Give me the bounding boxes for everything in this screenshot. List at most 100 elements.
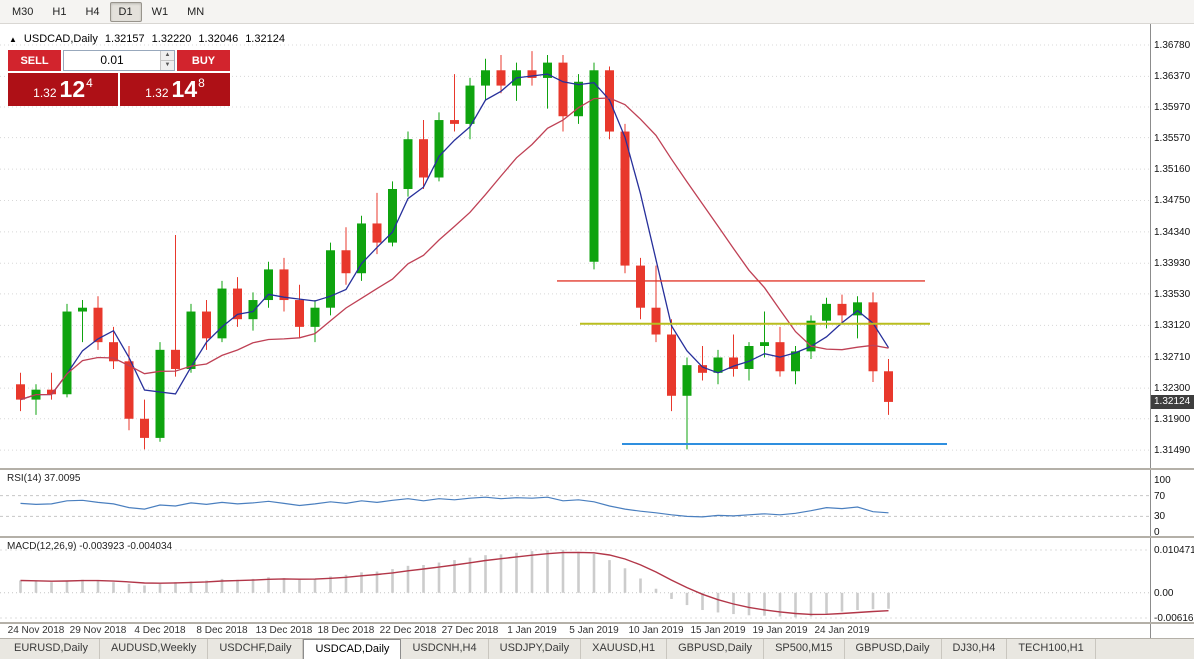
macd-pane[interactable]: [0, 538, 1150, 622]
rsi-pane[interactable]: [0, 470, 1150, 536]
price-axis-label: 1.36370: [1154, 71, 1191, 83]
sell-price-display[interactable]: 1.32 12 4: [8, 73, 118, 106]
timeframe-button-d1[interactable]: D1: [109, 1, 142, 22]
price-axis-label: 1.33530: [1154, 288, 1191, 300]
timeframe-button-h1[interactable]: H1: [52, 5, 67, 18]
sell-price-pips: 12: [59, 76, 86, 102]
rsi-line: [20, 496, 889, 518]
rsi-axis-label: 100: [1154, 475, 1171, 486]
candle-bullish: [434, 120, 444, 178]
macd-axis-label: 0.010471: [1154, 545, 1194, 556]
chart-tab-audusd-weekly[interactable]: AUDUSD,Weekly: [100, 639, 209, 659]
date-axis-label: 27 Dec 2018: [441, 625, 499, 636]
macd-label: MACD(12,26,9) -0.003923 -0.004034: [7, 541, 173, 552]
candle-bearish: [124, 361, 134, 419]
chart-tab-tech100-h1[interactable]: TECH100,H1: [1007, 639, 1096, 659]
ohlc-low: 1.32046: [198, 33, 239, 45]
ohlc-close: 1.32124: [245, 33, 285, 45]
timeframe-button-h4[interactable]: H4: [85, 5, 100, 18]
candle-bullish: [791, 351, 800, 372]
candle-bullish: [574, 81, 583, 117]
candle-bullish: [310, 307, 320, 327]
date-axis-label: 29 Nov 2018: [69, 625, 127, 636]
candle-bullish: [264, 269, 273, 301]
candle-bullish: [155, 349, 165, 438]
rsi-axis-label: 70: [1154, 490, 1166, 502]
macd-axis-label: -0.00616: [1154, 612, 1194, 624]
candle-bearish: [171, 349, 180, 369]
sell-price-point: 4: [86, 75, 93, 90]
candle-bearish: [527, 70, 537, 78]
candle-bullish: [78, 307, 87, 312]
timeframe-button-mn[interactable]: MN: [187, 5, 205, 18]
chart-tab-usdjpy-daily[interactable]: USDJPY,Daily: [489, 639, 582, 659]
volume-value: 0.01: [100, 53, 124, 67]
price-axis-label: 1.31900: [1154, 413, 1191, 425]
volume-decrease-button[interactable]: ▼: [161, 61, 174, 70]
candle-bullish: [682, 365, 692, 396]
current-price-badge: 1.32124: [1151, 394, 1194, 409]
chart-tab-usdcad-daily[interactable]: USDCAD,Daily: [303, 639, 402, 659]
buy-price-major: 1.32: [145, 86, 169, 100]
candle-bullish: [217, 288, 227, 339]
candle-bullish: [806, 320, 816, 352]
candle-bearish: [729, 357, 738, 369]
pane-splitter[interactable]: [0, 468, 1194, 470]
chart-tab-eurusd-daily[interactable]: EURUSD,Daily: [3, 639, 100, 659]
date-axis-label: 4 Dec 2018: [134, 625, 186, 636]
timeframe-button-m30[interactable]: M30: [12, 5, 34, 18]
timeframe-button-w1[interactable]: W1: [151, 5, 169, 18]
chart-tab-usdcnh-h4[interactable]: USDCNH,H4: [401, 639, 489, 659]
candle-bearish: [558, 62, 568, 117]
main-chart-pane[interactable]: [0, 24, 1150, 470]
ma-fast-line: [20, 73, 890, 401]
candle-bullish: [822, 303, 831, 321]
candle-bearish: [47, 389, 56, 395]
pane-splitter[interactable]: [0, 536, 1194, 538]
macd-signal-line: [20, 551, 889, 616]
volume-increase-button[interactable]: ▲: [161, 51, 174, 61]
candle-bearish: [868, 302, 878, 372]
candle-bullish: [403, 139, 413, 189]
sell-price-major: 1.32: [33, 86, 57, 100]
buy-price-pips: 14: [171, 76, 198, 102]
sell-button[interactable]: SELL: [8, 50, 61, 71]
candle-bearish: [496, 70, 506, 86]
chart-tab-dj30-h4[interactable]: DJ30,H4: [942, 639, 1008, 659]
chart-tab-gbpusd-daily[interactable]: GBPUSD,Daily: [667, 639, 765, 659]
candle-bearish: [279, 269, 289, 301]
price-axis-label: 1.35570: [1154, 132, 1191, 144]
candle-bearish: [16, 384, 25, 400]
candle-bearish: [419, 139, 428, 178]
candle-bearish: [698, 365, 707, 373]
price-axis-label: 1.35160: [1154, 164, 1191, 176]
price-axis-label: 1.36780: [1154, 40, 1191, 51]
date-axis-label: 10 Jan 2019: [628, 625, 684, 636]
chart-tab-usdchf-daily[interactable]: USDCHF,Daily: [208, 639, 304, 659]
candle-bearish: [884, 371, 893, 402]
buy-price-display[interactable]: 1.32 14 8: [120, 73, 230, 106]
chart-tab-gbpusd-daily[interactable]: GBPUSD,Daily: [845, 639, 942, 659]
date-axis-label: 24 Jan 2019: [814, 625, 870, 636]
date-axis-label: 22 Dec 2018: [379, 625, 437, 636]
chart-tab-sp500-m15[interactable]: SP500,M15: [764, 639, 845, 659]
buy-button[interactable]: BUY: [177, 50, 230, 71]
price-axis-label: 1.32300: [1154, 383, 1191, 395]
volume-field[interactable]: 0.01 ▲ ▼: [63, 50, 175, 71]
candle-bullish: [589, 70, 599, 262]
price-axis: 1.36780 1.36370 1.35970 1.35570 1.35160 1.347…: [1150, 24, 1194, 638]
candle-bearish: [837, 303, 847, 316]
candle-bullish: [744, 345, 754, 369]
timeframe-toolbar: M30 H1 H4 D1 W1 MN: [0, 0, 1194, 24]
date-axis-label: 13 Dec 2018: [255, 625, 313, 636]
candle-bearish: [620, 131, 630, 266]
chart-header: ▲ USDCAD,Daily 1.32157 1.32220 1.32046 1…: [9, 33, 285, 45]
candle-bullish: [326, 250, 335, 308]
one-click-trading-panel: SELL 0.01 ▲ ▼ BUY 1.32 12 4 1.32 14 8: [8, 50, 230, 106]
candle-bearish: [233, 288, 242, 320]
candle-bullish: [481, 70, 490, 86]
candle-bearish: [636, 265, 645, 308]
candle-bearish: [93, 307, 103, 343]
chart-tab-xauusd-h1[interactable]: XAUUSD,H1: [581, 639, 668, 659]
candle-bullish: [186, 311, 196, 369]
